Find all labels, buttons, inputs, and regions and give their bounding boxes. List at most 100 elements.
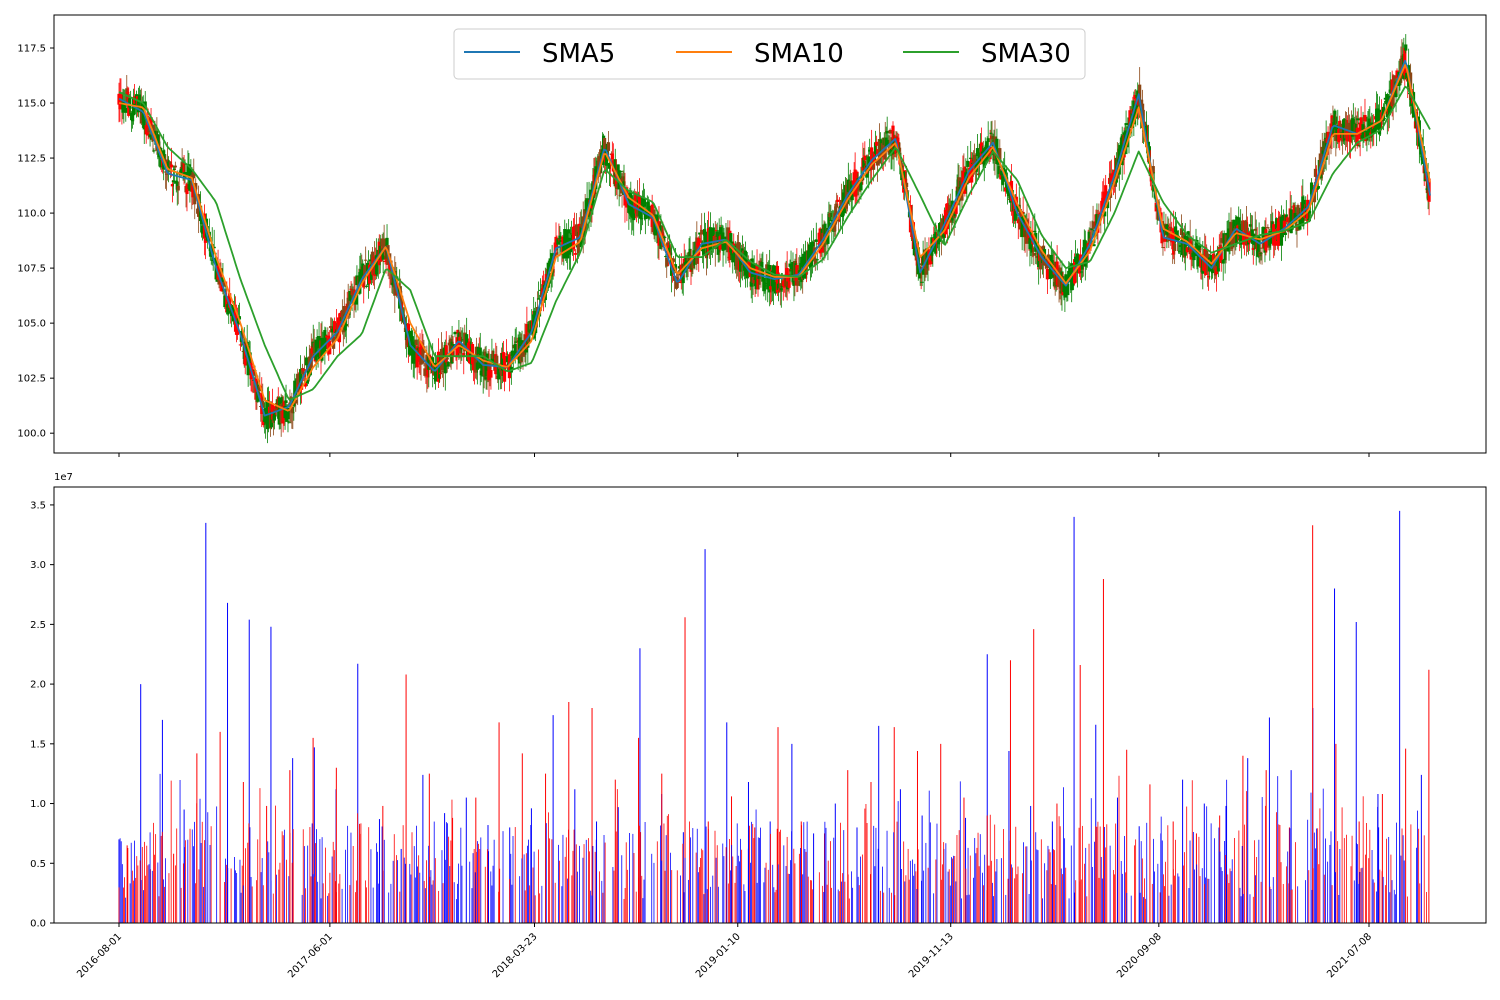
candle-body bbox=[1248, 224, 1252, 227]
candle-body bbox=[166, 161, 171, 169]
candle-body bbox=[1063, 281, 1067, 298]
candle-body bbox=[1102, 191, 1106, 210]
candle-body bbox=[924, 258, 928, 275]
candle-body bbox=[756, 273, 760, 290]
candle-body bbox=[989, 132, 993, 135]
candle-body bbox=[274, 408, 278, 412]
candle-body bbox=[875, 160, 880, 166]
candle-body bbox=[996, 157, 1000, 165]
candle-body bbox=[1221, 260, 1225, 264]
candle-body bbox=[236, 317, 241, 324]
candle-body bbox=[610, 153, 614, 160]
candle-body bbox=[513, 343, 517, 359]
candle-body bbox=[294, 399, 298, 404]
candle-body bbox=[669, 252, 673, 256]
candle-body bbox=[176, 186, 180, 191]
candle-body bbox=[331, 328, 335, 333]
candle-body bbox=[337, 332, 342, 343]
candle-body bbox=[986, 138, 990, 143]
candle-body bbox=[221, 277, 225, 287]
candle-body bbox=[554, 236, 558, 251]
candle-body bbox=[437, 361, 442, 379]
candle-body bbox=[618, 194, 622, 196]
legend-label: SMA10 bbox=[754, 39, 844, 69]
candle-body bbox=[272, 412, 276, 421]
candle-body bbox=[1207, 257, 1212, 272]
legend[interactable]: SMA5 SMA10 SMA30 bbox=[453, 28, 1086, 80]
candle-body bbox=[124, 107, 128, 113]
candle-body bbox=[237, 316, 242, 320]
candle-body bbox=[776, 283, 781, 291]
candle-body bbox=[755, 265, 759, 274]
candle-body bbox=[536, 298, 541, 300]
candle-body bbox=[988, 146, 992, 160]
price-x-axis bbox=[118, 453, 1370, 457]
candle-body bbox=[1104, 185, 1108, 202]
candle-body bbox=[870, 147, 874, 169]
candle-body bbox=[1001, 176, 1005, 185]
candle-body bbox=[975, 148, 980, 157]
candle-body bbox=[1313, 168, 1318, 177]
candle-body bbox=[534, 313, 538, 334]
candle-body bbox=[677, 266, 681, 269]
candle-body bbox=[639, 218, 644, 220]
candle-body bbox=[1359, 117, 1363, 126]
candle-body bbox=[186, 164, 190, 177]
candle-body bbox=[1277, 216, 1282, 229]
legend-frame bbox=[453, 28, 1086, 80]
candle-body bbox=[199, 215, 204, 225]
candle-body bbox=[390, 267, 394, 285]
candle-body bbox=[1345, 131, 1350, 142]
candle-body bbox=[678, 281, 682, 283]
candle-body bbox=[1335, 125, 1339, 135]
candle-body bbox=[1055, 261, 1059, 286]
candle-body bbox=[256, 391, 260, 402]
candle-body bbox=[332, 321, 337, 333]
candle-body bbox=[769, 286, 773, 290]
candle-body bbox=[802, 253, 806, 279]
candle-body bbox=[1163, 237, 1167, 242]
candle-body bbox=[523, 334, 527, 355]
candle-body bbox=[1090, 228, 1094, 231]
candle-body bbox=[1372, 125, 1376, 130]
candle-body bbox=[1275, 218, 1279, 230]
candle-body bbox=[1405, 72, 1409, 80]
candle-body bbox=[571, 226, 576, 250]
candle-body bbox=[179, 168, 183, 176]
candle-body bbox=[1066, 283, 1070, 296]
candle-body bbox=[1087, 231, 1091, 242]
candle-body bbox=[754, 264, 758, 290]
candle-body bbox=[675, 277, 680, 279]
candle-body bbox=[495, 355, 499, 368]
candle-body bbox=[564, 248, 568, 258]
candle-body bbox=[1394, 81, 1398, 98]
candle-body bbox=[1103, 211, 1107, 217]
candle-body bbox=[582, 230, 586, 235]
candle-body bbox=[836, 199, 840, 202]
candle-body bbox=[1295, 223, 1299, 231]
price-y-tick-label: 115.0 bbox=[17, 99, 46, 110]
candle-body bbox=[463, 332, 467, 352]
candle-body bbox=[1189, 241, 1193, 260]
candle-body bbox=[1109, 175, 1114, 182]
candle-body bbox=[810, 247, 814, 259]
candle-body bbox=[1259, 252, 1263, 254]
candle-body bbox=[791, 261, 795, 283]
candle-body bbox=[619, 170, 623, 172]
candle-body bbox=[559, 239, 563, 242]
candle-body bbox=[485, 376, 489, 378]
candle-body bbox=[374, 255, 378, 275]
candle-body bbox=[745, 263, 749, 279]
candle-body bbox=[1162, 224, 1166, 237]
candle-body bbox=[279, 404, 283, 424]
candle-body bbox=[1178, 245, 1183, 247]
candle-body bbox=[1292, 205, 1296, 220]
candle-body bbox=[1092, 244, 1096, 247]
volume-y-tick-label: 2.5 bbox=[30, 620, 46, 631]
candle-body bbox=[997, 166, 1001, 175]
candle-body bbox=[1073, 256, 1078, 262]
candle-body bbox=[846, 179, 850, 192]
candle-body bbox=[128, 98, 132, 108]
candle-body bbox=[1151, 166, 1155, 174]
candle-body bbox=[1161, 247, 1165, 249]
